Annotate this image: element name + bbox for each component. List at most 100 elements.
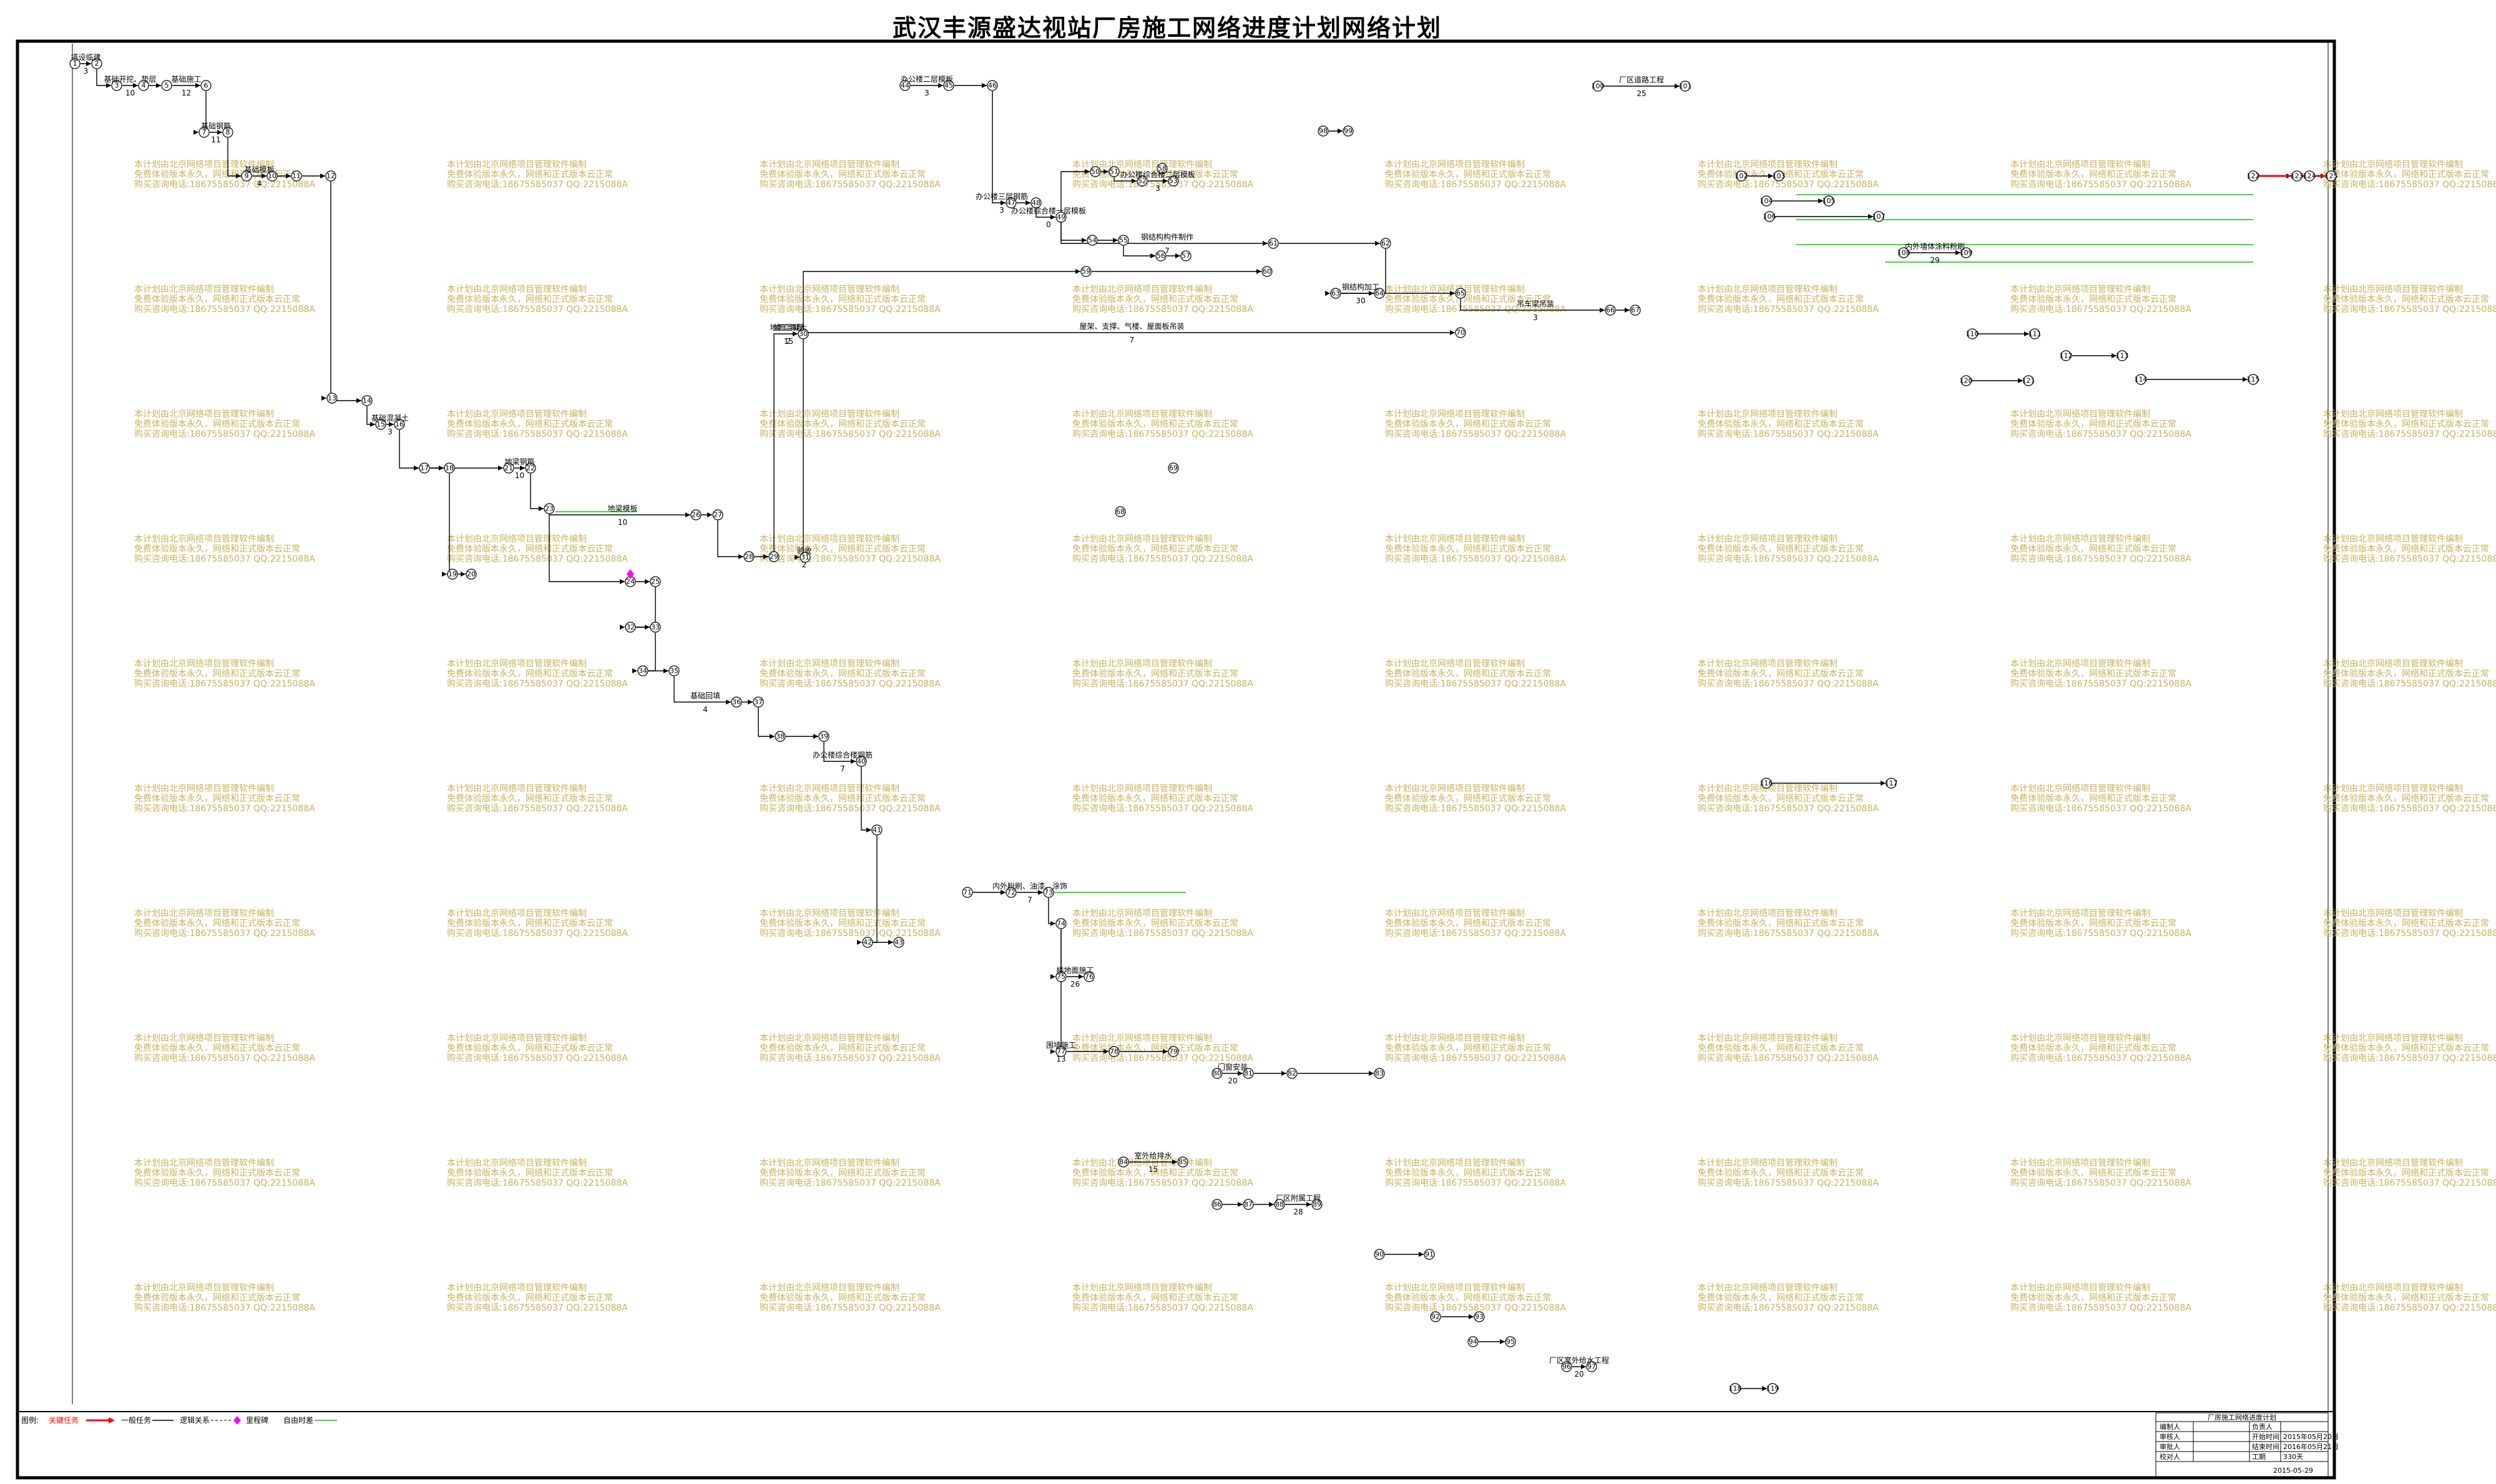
watermark-block: 本计划由北京网络项目管理软件编制免费体验版本永久，网络和正式版本云正常购买咨询电…	[2323, 1033, 2496, 1063]
watermark-line: 免费体验版本永久，网络和正式版本云正常	[2323, 919, 2489, 929]
watermark-block: 本计划由北京网络项目管理软件编制免费体验版本永久，网络和正式版本云正常购买咨询电…	[2323, 909, 2496, 939]
node-number: 106	[1763, 213, 1776, 221]
watermark-line: 本计划由北京网络项目管理软件编制	[1072, 285, 1212, 295]
node-number: 82	[1288, 1070, 1296, 1078]
task-duration: 3	[1155, 184, 1160, 193]
watermark-line: 本计划由北京网络项目管理软件编制	[760, 409, 899, 419]
watermark-line: 本计划由北京网络项目管理软件编制	[1385, 409, 1525, 419]
title-block-project: 厂房施工网络进度计划	[2208, 1413, 2276, 1422]
watermark-line: 免费体验版本永久，网络和正式版本云正常	[760, 919, 926, 929]
task-name: 办公楼二层模板	[901, 74, 953, 84]
task-duration: 26	[1070, 980, 1080, 989]
watermark-line: 本计划由北京网络项目管理软件编制	[1698, 409, 1838, 419]
arrow-head	[1263, 241, 1268, 246]
node-number: 81	[1244, 1070, 1253, 1078]
watermark-line: 购买咨询电话:18675585037 QQ:2215088A	[1072, 305, 1253, 315]
arrow-head	[2243, 377, 2248, 382]
node-number: 12	[326, 172, 335, 180]
event-node: 56	[1155, 250, 1167, 261]
event-node: 15	[375, 419, 386, 430]
arrow-head	[795, 555, 800, 560]
node-number: 69	[1169, 464, 1178, 472]
arrow-head	[1762, 1386, 1767, 1391]
event-node: 18	[444, 462, 455, 474]
event-node: 62	[1380, 238, 1391, 249]
watermark-line: 本计划由北京网络项目管理软件编制	[134, 784, 274, 794]
watermark-block: 本计划由北京网络项目管理软件编制免费体验版本永久，网络和正式版本云正常购买咨询电…	[1072, 285, 1253, 315]
activity-arrow	[803, 271, 1080, 339]
watermark-block: 本计划由北京网络项目管理软件编制免费体验版本永久，网络和正式版本云正常购买咨询电…	[1698, 1033, 1879, 1063]
watermark-line: 本计划由北京网络项目管理软件编制	[447, 409, 587, 419]
node-number: 112	[2060, 352, 2073, 360]
watermark-line: 免费体验版本永久，网络和正式版本云正常	[2323, 544, 2489, 554]
watermark-block: 本计划由北京网络项目管理软件编制免费体验版本永久，网络和正式版本云正常购买咨询电…	[1698, 285, 1879, 315]
arrow-head	[389, 422, 394, 427]
watermark-block: 本计划由北京网络项目管理软件编制免费体验版本永久，网络和正式版本云正常购买咨询电…	[447, 1033, 628, 1063]
event-node: 83	[1374, 1068, 1385, 1079]
legend-milestone-label: 里程碑	[246, 1415, 268, 1425]
watermark-line: 本计划由北京网络项目管理软件编制	[1385, 784, 1525, 794]
watermark-line: 免费体验版本永久，网络和正式版本云正常	[2010, 295, 2176, 305]
event-node: 14	[361, 395, 373, 406]
watermark-line: 本计划由北京网络项目管理软件编制	[2323, 784, 2463, 794]
watermark-line: 购买咨询电话:18675585037 QQ:2215088A	[1698, 1303, 1879, 1313]
arrow-head	[685, 512, 690, 517]
watermark-line: 购买咨询电话:18675585037 QQ:2215088A	[2010, 554, 2191, 564]
watermark-line: 购买咨询电话:18675585037 QQ:2215088A	[1072, 804, 1253, 814]
node-number: 124	[2303, 172, 2316, 180]
watermark-line: 免费体验版本永久，网络和正式版本云正常	[1072, 794, 1238, 804]
node-number: 14	[363, 397, 371, 405]
watermark-block: 本计划由北京网络项目管理软件编制免费体验版本永久，网络和正式版本云正常购买咨询电…	[2323, 409, 2496, 439]
node-number: 32	[626, 623, 635, 632]
watermark-line: 购买咨询电话:18675585037 QQ:2215088A	[2010, 679, 2191, 689]
watermark-line: 本计划由北京网络项目管理软件编制	[134, 1283, 274, 1293]
watermark-block: 本计划由北京网络项目管理软件编制免费体验版本永久，网络和正式版本云正常购买咨询电…	[447, 285, 628, 315]
event-node: 71	[962, 887, 973, 898]
watermark-block: 本计划由北京网络项目管理软件编制免费体验版本永久，网络和正式版本云正常购买咨询电…	[1698, 160, 1879, 190]
arrow-head	[1269, 1202, 1274, 1207]
event-node: 32	[625, 622, 636, 633]
arrow-head	[1500, 1339, 1505, 1344]
watermark-line: 购买咨询电话:18675585037 QQ:2215088A	[1385, 180, 1566, 190]
watermark-block: 本计划由北京网络项目管理软件编制免费体验版本永久，网络和正式版本云正常购买咨询电…	[447, 160, 628, 190]
watermark-line: 购买咨询电话:18675585037 QQ:2215088A	[1072, 929, 1253, 939]
task-label: 基础钢筋 11	[201, 121, 231, 144]
watermark-line: 免费体验版本永久，网络和正式版本云正常	[760, 544, 926, 554]
node-number: 104	[1760, 197, 1773, 205]
arrow-head	[356, 398, 361, 403]
task-name: 厂区道路工程	[1619, 75, 1664, 84]
watermark-line: 购买咨询电话:18675585037 QQ:2215088A	[447, 929, 628, 939]
node-number: 56	[1157, 252, 1165, 260]
activity-arrow	[1055, 929, 1062, 1052]
watermark-line: 购买咨询电话:18675585037 QQ:2215088A	[2010, 180, 2191, 190]
node-number: 108	[1897, 249, 1911, 257]
watermark-line: 本计划由北京网络项目管理软件编制	[1698, 1033, 1838, 1043]
watermark-line: 本计划由北京网络项目管理软件编制	[760, 285, 899, 295]
watermark-line: 免费体验版本永久，网络和正式版本云正常	[1385, 919, 1551, 929]
watermark-line: 免费体验版本永久，网络和正式版本云正常	[134, 669, 300, 679]
arrow-head	[793, 331, 798, 336]
watermark-line: 本计划由北京网络项目管理软件编制	[2010, 659, 2150, 669]
event-node: 117	[1885, 778, 1898, 789]
watermark-line: 免费体验版本永久，网络和正式版本云正常	[1698, 419, 1864, 429]
node-number: 91	[1425, 1251, 1434, 1259]
watermark-line: 购买咨询电话:18675585037 QQ:2215088A	[1698, 554, 1879, 564]
task-duration: 3	[388, 427, 393, 436]
node-number: 15	[376, 421, 385, 429]
watermark-line: 本计划由北京网络项目管理软件编制	[1385, 659, 1525, 669]
event-node: 78	[1109, 1046, 1120, 1057]
arrow-head	[2024, 331, 2029, 336]
arrow-head	[1132, 178, 1137, 183]
node-number: 120	[1960, 377, 1973, 385]
event-node: 119	[1766, 1383, 1779, 1394]
watermark-line: 购买咨询电话:18675585037 QQ:2215088A	[1385, 929, 1566, 939]
watermark-line: 购买咨询电话:18675585037 QQ:2215088A	[1072, 1178, 1253, 1188]
task-name: 基础回填	[690, 691, 720, 700]
node-number: 36	[732, 698, 741, 706]
arrow-head	[236, 173, 241, 178]
event-node: 104	[1760, 195, 1773, 207]
task-duration: 20	[1228, 1076, 1237, 1085]
watermark-line: 免费体验版本永久，网络和正式版本云正常	[760, 1168, 926, 1178]
watermark-block: 本计划由北京网络项目管理软件编制免费体验版本永久，网络和正式版本云正常购买咨询电…	[2323, 1283, 2496, 1313]
task-duration: 2	[786, 337, 791, 346]
